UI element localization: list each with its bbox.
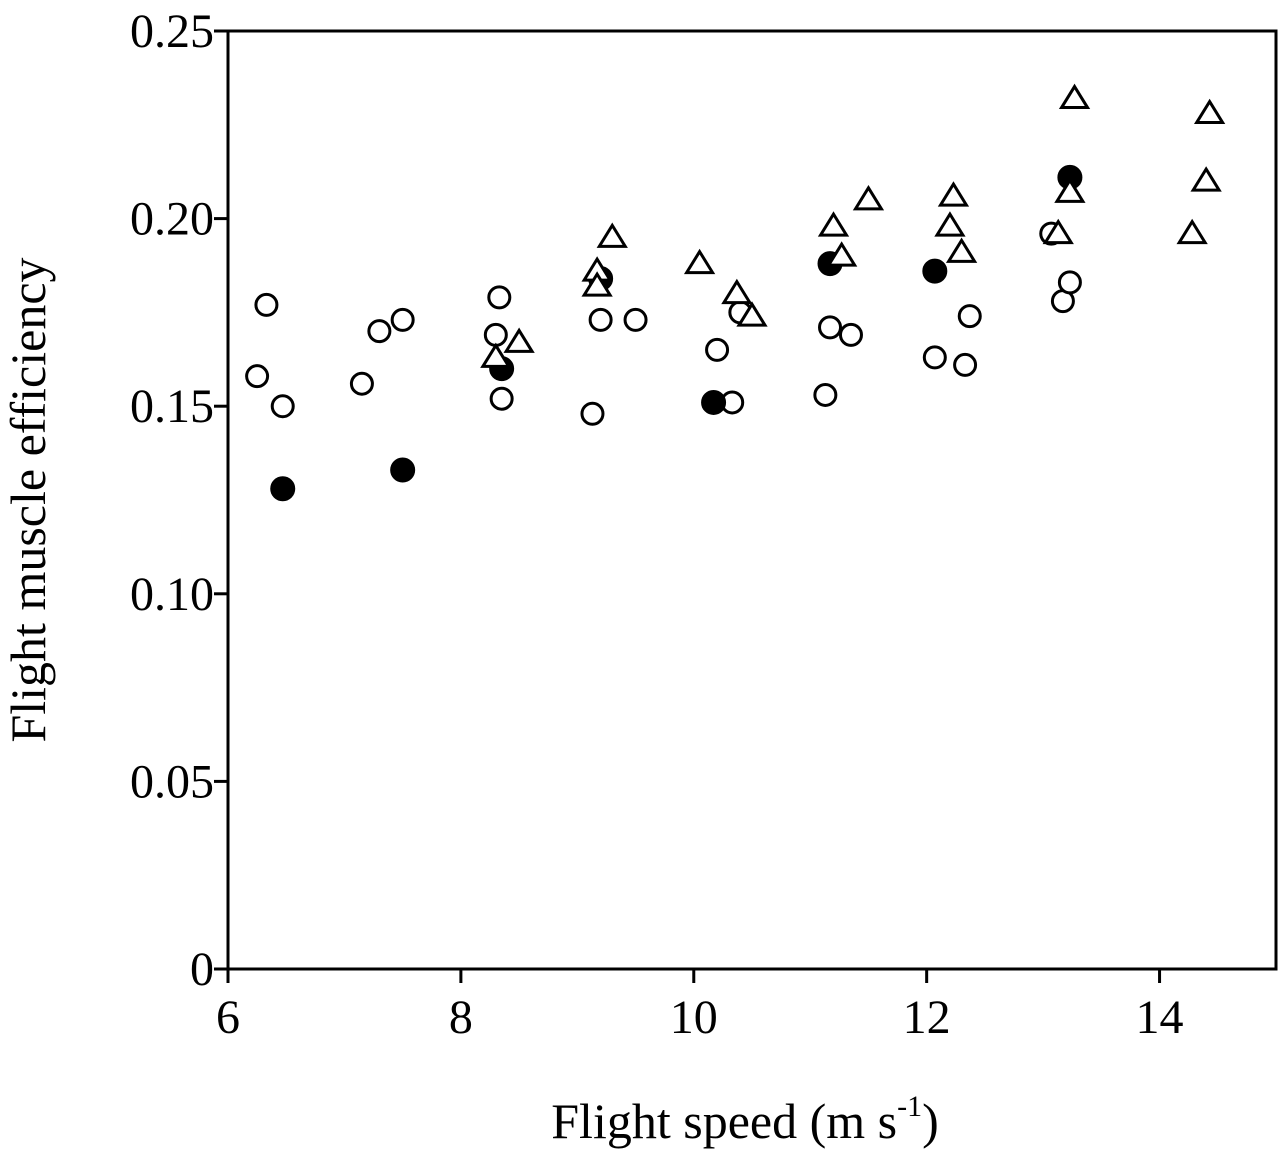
open-triangle-point: [721, 278, 753, 305]
open-circle-point: [390, 307, 415, 332]
open-circle-point: [953, 352, 978, 377]
open-circle-point: [483, 322, 508, 347]
open-triangle-point: [1042, 218, 1074, 245]
open-circle-point: [487, 285, 512, 310]
open-circle-point: [580, 401, 605, 426]
open-circle-point: [245, 364, 270, 389]
open-circle-point: [623, 307, 648, 332]
open-circle-point: [818, 315, 843, 340]
open-circle-point: [922, 345, 947, 370]
open-circle-point: [588, 307, 613, 332]
open-triangle-point: [826, 241, 858, 267]
plot-frame: [226, 29, 1278, 971]
y-tick-label: 0: [190, 943, 214, 996]
open-triangle-point: [503, 327, 535, 353]
y-tick-label: 0.05: [130, 755, 214, 808]
open-triangle-point: [937, 181, 970, 207]
x-tick-label: 12: [903, 991, 951, 1044]
open-triangle-point: [852, 184, 885, 211]
open-circle-point: [1057, 270, 1082, 295]
open-triangle-point: [480, 342, 512, 368]
x-axis-label: Flight speed (m s-1): [551, 1090, 938, 1149]
open-triangle-point: [1190, 166, 1222, 192]
open-triangle-point: [581, 271, 613, 297]
x-tick-label: 6: [216, 991, 240, 1044]
open-triangle-point: [945, 237, 978, 263]
open-triangle-point: [1193, 98, 1226, 125]
filled-circle-point: [922, 258, 948, 284]
open-circle-point: [270, 394, 295, 419]
x-tick-label: 10: [670, 991, 718, 1044]
y-axis-ticks: 0 0.05 0.10 0.15 0.20 0.25: [130, 5, 228, 996]
filled-circle-point: [270, 476, 296, 502]
filled-circle-point: [701, 389, 727, 415]
open-triangle-point: [596, 222, 628, 248]
y-tick-label: 0.25: [130, 5, 214, 58]
y-tick-label: 0.10: [130, 568, 214, 621]
open-circle-point: [489, 386, 514, 411]
open-circle-point: [254, 292, 279, 317]
open-circle-point: [813, 382, 838, 407]
y-axis-label: Flight muscle efficiency: [0, 257, 56, 742]
open-circle-point: [705, 337, 730, 362]
open-triangle-point: [934, 211, 966, 237]
x-axis-ticks: 6 8 10 12 14: [216, 969, 1184, 1044]
x-tick-label: 14: [1136, 991, 1184, 1044]
open-circle-point: [349, 371, 374, 396]
open-triangle-point: [817, 211, 850, 237]
open-triangle-point: [683, 248, 716, 275]
open-circle-point: [838, 322, 863, 347]
open-triangle-point: [1058, 83, 1091, 110]
open-circle-point: [957, 304, 982, 329]
open-triangle-point: [736, 301, 768, 327]
plot-border: [226, 29, 1278, 971]
data-points: [245, 83, 1226, 502]
y-tick-label: 0.20: [130, 193, 214, 246]
open-circle-point: [367, 319, 392, 344]
open-triangle-point: [1176, 218, 1208, 245]
open-triangle-point: [1054, 177, 1086, 203]
filled-circle-point: [390, 457, 416, 483]
x-tick-label: 8: [449, 991, 473, 1044]
y-tick-label: 0.15: [130, 380, 214, 433]
